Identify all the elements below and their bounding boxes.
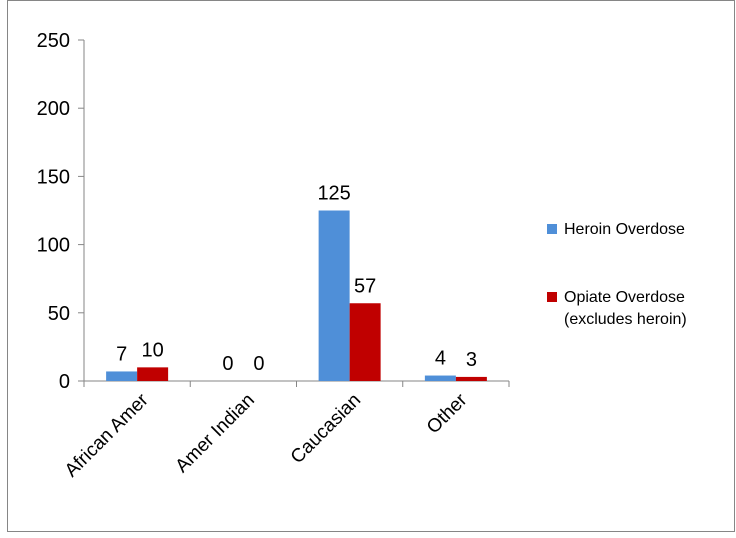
legend-label-opiate-line2: (excludes heroin)	[564, 311, 687, 328]
bar	[424, 375, 456, 381]
legend: Heroin Overdose Opiate Overdose (exclude…	[547, 221, 687, 328]
data-label: 0	[253, 353, 264, 375]
y-tick-label: 200	[37, 98, 70, 120]
data-label: 7	[116, 343, 127, 365]
data-label: 4	[435, 348, 446, 370]
bar	[455, 376, 487, 381]
y-tick-label: 50	[48, 303, 70, 325]
y-tick-label: 0	[59, 371, 70, 393]
bar	[106, 371, 138, 381]
data-label: 125	[317, 183, 350, 205]
y-tick-label: 250	[37, 30, 70, 52]
legend-swatch-heroin	[547, 224, 557, 234]
chart-border	[7, 0, 735, 532]
y-tick-label: 150	[37, 166, 70, 188]
y-tick-label: 100	[37, 235, 70, 257]
bar	[137, 367, 169, 381]
data-label: 0	[222, 353, 233, 375]
data-label: 10	[142, 339, 164, 361]
legend-swatch-opiate	[547, 292, 557, 302]
legend-label-opiate-line1: Opiate Overdose	[564, 289, 685, 306]
bar	[318, 210, 350, 381]
data-label: 3	[466, 349, 477, 371]
bar	[349, 303, 381, 381]
legend-label-heroin: Heroin Overdose	[564, 221, 685, 238]
data-label: 57	[354, 275, 376, 297]
